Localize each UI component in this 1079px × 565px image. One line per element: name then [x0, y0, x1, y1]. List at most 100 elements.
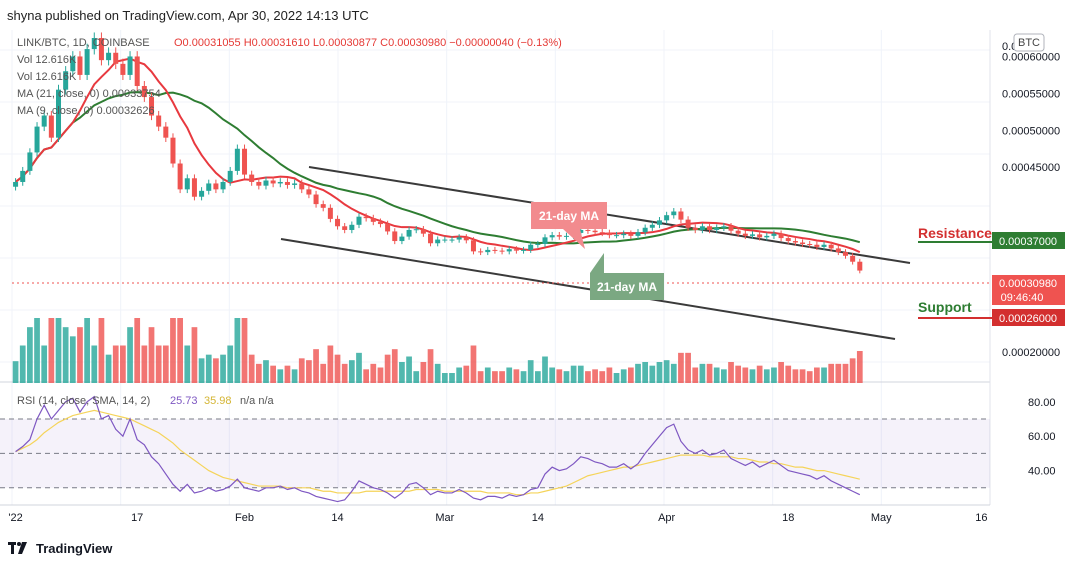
volume-bar [12, 361, 19, 383]
volume-bar [334, 354, 341, 383]
legend-symbol: LINK/BTC, 1D, COINBASE [17, 37, 150, 49]
candle-body [506, 249, 512, 252]
volume-bar [835, 363, 842, 383]
volume-bar [220, 354, 226, 383]
candle-body [220, 181, 226, 190]
legend-ma9: MA (9, close, 0) 0.00032626 [17, 105, 155, 117]
volume-bar [327, 345, 334, 383]
candle-body [749, 234, 755, 236]
footer-brand[interactable]: TradingView [8, 538, 112, 558]
candle-body [313, 194, 319, 205]
candle-body [470, 240, 476, 252]
legend-vol1: Vol 12.616K [17, 54, 77, 66]
volume-bar [577, 365, 584, 383]
volume-bar [370, 363, 377, 383]
volume-bar [105, 354, 112, 383]
volume-bar [599, 371, 606, 383]
volume-bar [542, 356, 548, 383]
currency-button-frame[interactable] [1013, 33, 1045, 52]
candle-body [642, 227, 648, 233]
candle-body [277, 181, 283, 184]
candle-body [757, 234, 763, 238]
candle-body [563, 235, 569, 237]
time-tick-label: Apr [658, 512, 675, 524]
candle-body [778, 233, 784, 239]
grid-lines [0, 30, 991, 505]
candle-body [599, 232, 605, 234]
time-tick-label: 14 [331, 512, 343, 524]
volume-bar [771, 367, 777, 383]
candle-body [184, 178, 190, 190]
candle-body [213, 183, 219, 190]
candle-body [606, 232, 612, 236]
legend-rsi: RSI (14, close, SMA, 14, 2) [17, 395, 150, 407]
volume-bar [527, 360, 534, 383]
volume-bar [284, 365, 291, 383]
volume-bar [313, 349, 319, 383]
legend-rsi-value: 25.73 [170, 395, 198, 407]
currency-button-label[interactable]: BTC [1018, 37, 1040, 49]
volume-bar [241, 318, 248, 383]
candle-body [191, 178, 197, 197]
candle-body [156, 115, 162, 127]
candle-body [356, 216, 362, 225]
volume-bar [856, 351, 863, 383]
volume-bar [756, 365, 763, 383]
callout-shape-green [590, 253, 664, 300]
candle-body [413, 229, 419, 231]
volume-bar [120, 345, 126, 383]
candle-body [149, 97, 155, 116]
candle-body [63, 71, 69, 90]
candle-body [578, 229, 584, 233]
time-tick-label: 18 [782, 512, 794, 524]
candle-body [850, 255, 856, 262]
candle-body [299, 183, 305, 190]
rsi-line [15, 395, 861, 503]
volume-bar [413, 371, 420, 383]
ma21-callout-bottom: 21-day MA [590, 253, 664, 300]
candle-body [513, 249, 519, 251]
volume-bar [384, 354, 391, 383]
current-tag-countdown: 09:46:40 [1001, 292, 1044, 304]
volume-bar [492, 371, 498, 383]
candle-body [449, 239, 455, 241]
candle-body [842, 252, 848, 256]
tradingview-wordmark: TradingView [36, 540, 113, 556]
candle-body [370, 218, 376, 222]
support-tag-text: 0.00026000 [999, 313, 1057, 325]
price-tick-label: 0.00060000 [1002, 51, 1060, 63]
support-tag-bg [992, 309, 1065, 326]
volume-bar [670, 363, 677, 383]
legend-ohlc: O0.00031055 H0.00031610 L0.00030877 C0.0… [174, 37, 562, 49]
volume-bar [706, 363, 713, 383]
callout-shape-red [531, 202, 607, 249]
volume-bar [635, 363, 641, 383]
volume-bar [198, 358, 205, 383]
candle-body [141, 85, 147, 98]
volume-bar [348, 360, 355, 383]
candle-body [835, 248, 841, 253]
ma21-callout-top: 21-day MA [531, 202, 607, 249]
time-tick-label: 17 [131, 512, 143, 524]
candle-body [456, 237, 462, 240]
current-tag-bg [992, 275, 1065, 305]
volume-bar [463, 365, 470, 383]
rsi-tick-label: 40.00 [1028, 466, 1056, 478]
chart-canvas[interactable]: 0.00020000 0.00045000 0.00050000 0.00055000… [0, 30, 1079, 535]
volume-bar [34, 318, 40, 383]
candle-body [406, 229, 412, 237]
publisher-text: shyna published on TradingView.com, Apr … [7, 8, 369, 23]
candle-body [664, 215, 670, 221]
candle-body [70, 56, 76, 72]
candle-body [34, 126, 40, 153]
volume-bar [420, 362, 427, 383]
candle-body [435, 239, 441, 244]
volume-bar [399, 362, 405, 383]
price-tick-label: 0.00050000 [1002, 125, 1060, 137]
candle-body [785, 238, 791, 242]
candle-body [234, 148, 240, 171]
currency-button[interactable]: BTC [1013, 33, 1045, 52]
volume-bar [828, 363, 835, 383]
candle-body [270, 180, 276, 184]
candle-body [592, 230, 598, 233]
